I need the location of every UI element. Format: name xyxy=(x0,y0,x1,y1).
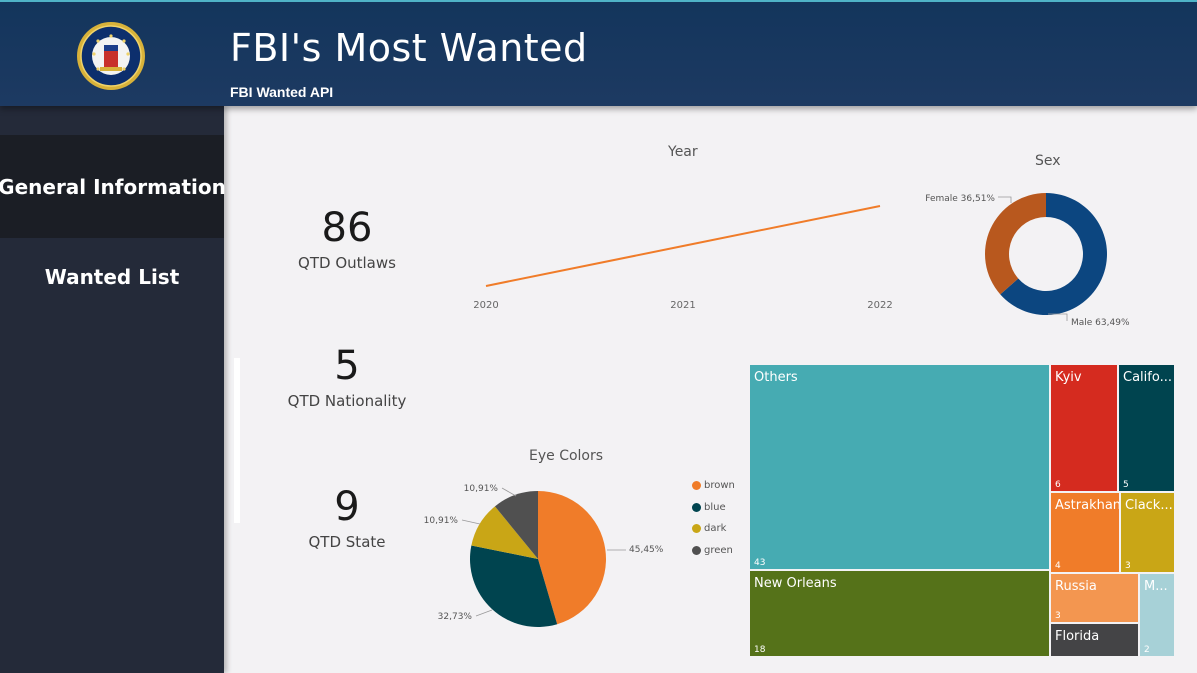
treemap-cell-label: Others xyxy=(754,370,798,385)
year-chart-title: Year xyxy=(668,144,698,160)
treemap-cell[interactable]: Astrakhan 4 xyxy=(1050,492,1120,573)
legend-item-green[interactable]: green xyxy=(692,540,735,562)
kpi-outlaws-label: QTD Outlaws xyxy=(298,254,396,272)
year-x-tick-label: 2022 xyxy=(867,300,892,311)
treemap-cell-label: Clack... xyxy=(1125,498,1173,513)
eye-colors-legend: brown blue dark green xyxy=(692,475,735,561)
eye-data-label: 32,73% xyxy=(438,612,473,622)
treemap-cell[interactable]: Russia 3 xyxy=(1050,573,1139,623)
legend-label: brown xyxy=(704,480,735,492)
kpi-nationality: 5 QTD Nationality xyxy=(247,346,447,410)
sex-leader-line xyxy=(998,196,1012,203)
treemap-cell[interactable]: Clack... 3 xyxy=(1120,492,1175,573)
eye-leader-line xyxy=(501,487,517,497)
treemap-cell-label: New Orleans xyxy=(754,576,837,591)
legend-item-brown[interactable]: brown xyxy=(692,475,735,497)
kpi-nationality-label: QTD Nationality xyxy=(287,392,407,410)
nav-general-information[interactable]: General Information xyxy=(0,135,226,238)
treemap-cell-value: 18 xyxy=(754,645,766,655)
treemap-cell[interactable]: Florida xyxy=(1050,623,1139,657)
eye-data-label: 10,91% xyxy=(424,516,459,526)
treemap-cell-value: 6 xyxy=(1055,480,1061,490)
year-line-chart: 2020 2021 2022 xyxy=(473,205,893,311)
kpi-nationality-value: 5 xyxy=(334,343,360,389)
divider xyxy=(234,358,240,523)
legend-label: green xyxy=(704,544,733,556)
year-series-line xyxy=(485,205,881,287)
legend-label: dark xyxy=(704,523,727,535)
treemap-cell-label: Califo... xyxy=(1123,370,1172,385)
treemap-cell-value: 4 xyxy=(1055,561,1061,571)
treemap-cell[interactable]: Others 43 xyxy=(749,364,1050,570)
eye-data-label: 10,91% xyxy=(464,484,499,494)
legend-marker xyxy=(692,481,701,491)
page-subtitle: FBI Wanted API xyxy=(230,84,334,100)
eye-slice-blue xyxy=(470,545,558,627)
treemap-cell[interactable]: Califo... 5 xyxy=(1118,364,1175,492)
treemap-cell-label: Florida xyxy=(1055,629,1100,644)
treemap-cell-label: M... xyxy=(1144,579,1168,594)
sex-donut-chart: Female 36,51% Male 63,49% xyxy=(925,193,1130,328)
legend-label: blue xyxy=(704,501,726,513)
treemap-cell[interactable]: Kyiv 6 xyxy=(1050,364,1118,492)
eye-chart-title: Eye Colors xyxy=(529,448,604,464)
year-x-tick-label: 2021 xyxy=(670,300,695,311)
eye-colors-pie-chart: 45,45% 32,73% 10,91% 10,91% xyxy=(424,484,664,627)
page-title: FBI's Most Wanted xyxy=(230,26,588,70)
eye-slice-brown xyxy=(538,491,607,625)
treemap-cell-label: Kyiv xyxy=(1055,370,1082,385)
kpi-outlaws-value: 86 xyxy=(321,205,373,251)
kpi-state-label: QTD State xyxy=(308,533,386,551)
sidebar: General Information Wanted List xyxy=(0,106,226,673)
treemap-cell-value: 3 xyxy=(1125,561,1131,571)
sex-data-label: Female 36,51% xyxy=(925,194,995,204)
treemap-cell[interactable]: New Orleans 18 xyxy=(749,570,1050,657)
legend-marker xyxy=(692,502,701,512)
treemap-cell-value: 2 xyxy=(1144,645,1150,655)
eye-slice-green xyxy=(494,491,538,559)
state-treemap: Others 43 New Orleans 18 Kyiv 6 Califo... 5 Astr… xyxy=(749,364,1175,657)
legend-item-dark[interactable]: dark xyxy=(692,518,735,540)
sex-leader-line xyxy=(1048,313,1068,321)
eye-leader-line xyxy=(475,609,493,617)
sex-data-label: Male 63,49% xyxy=(1071,318,1130,328)
treemap-cell-value: 5 xyxy=(1123,480,1129,490)
nav-wanted-list[interactable]: Wanted List xyxy=(44,264,180,289)
eye-slice-dark xyxy=(471,506,538,559)
kpi-state: 9 QTD State xyxy=(247,487,447,551)
kpi-outlaws: 86 QTD Outlaws xyxy=(247,208,447,272)
sex-slice-male xyxy=(1000,193,1107,315)
kpi-state-value: 9 xyxy=(334,484,360,530)
legend-marker xyxy=(692,545,701,555)
treemap-cell-label: Russia xyxy=(1055,579,1097,594)
header-bar: FBI's Most Wanted FBI Wanted API xyxy=(0,0,1197,106)
fbi-seal-icon xyxy=(77,22,145,90)
treemap-cell[interactable]: M... 2 xyxy=(1139,573,1175,657)
treemap-cell-label: Astrakhan xyxy=(1055,498,1120,513)
sex-chart-title: Sex xyxy=(1035,153,1061,169)
legend-item-blue[interactable]: blue xyxy=(692,497,735,519)
eye-leader-line xyxy=(461,519,481,525)
treemap-cell-value: 3 xyxy=(1055,611,1061,621)
sex-slice-female xyxy=(985,193,1046,295)
treemap-cell-value: 43 xyxy=(754,558,766,568)
legend-marker xyxy=(692,524,701,534)
eye-data-label: 45,45% xyxy=(629,545,664,555)
year-x-tick-label: 2020 xyxy=(473,300,498,311)
